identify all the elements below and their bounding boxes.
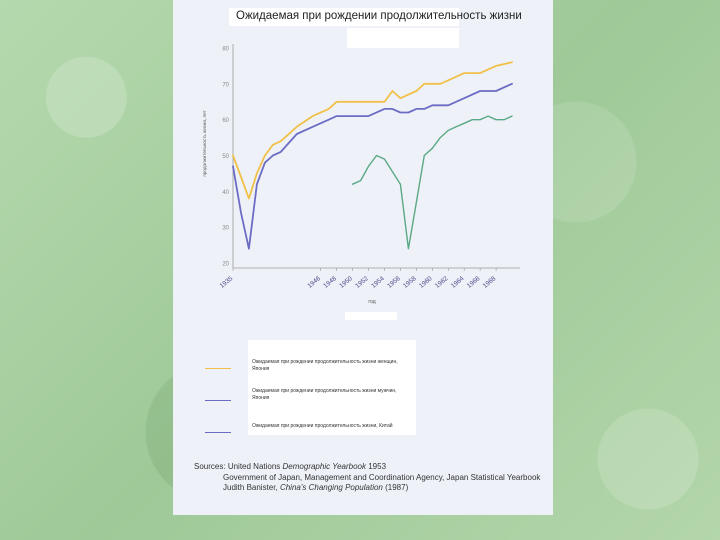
x-tick-label: 1966 — [466, 275, 482, 290]
chart-series — [232, 61, 513, 250]
legend — [248, 340, 416, 435]
x-tick-label: 1948 — [322, 275, 338, 290]
source-banister-year: (1987) — [385, 483, 409, 492]
x-tick-label: 1950 — [338, 275, 354, 290]
legend-label-japan-women: Ожидаемая при рождении продолжительность… — [252, 359, 398, 372]
y-tick-label: 80 — [222, 47, 229, 53]
chart-axes — [232, 44, 520, 271]
title-highlight-1 — [229, 8, 459, 26]
series-line-japan-women — [232, 61, 513, 200]
x-axis-label: год — [368, 299, 375, 305]
x-tick-label: 1958 — [402, 275, 418, 290]
y-tick-label: 70 — [222, 82, 229, 88]
source-un-year: 1953 — [368, 462, 387, 471]
xlabel-highlight — [345, 312, 397, 320]
y-tick-label: 40 — [222, 190, 229, 196]
legend-line-china — [205, 432, 231, 434]
title-highlight-2 — [347, 28, 459, 48]
x-tick-label: 1964 — [450, 275, 466, 290]
x-tick-label: 1962 — [434, 275, 450, 290]
y-tick-label: 20 — [222, 262, 229, 268]
y-tick-label: 60 — [222, 118, 229, 124]
source-un-title: Demographic Yearbook — [282, 462, 366, 471]
legend-label-japan-men: Ожидаемая при рождении продолжительность… — [252, 388, 397, 401]
series-line-china — [351, 115, 513, 250]
source-un: United Nations — [227, 462, 281, 471]
chart-title: Ожидаемая при рождении продолжительность… — [236, 10, 522, 22]
legend-line-japan-men — [205, 400, 231, 402]
y-axis-label: продолжительность жизни, лет — [202, 109, 207, 176]
sources-note: Sources: United Nations Demographic Year… — [194, 462, 540, 494]
y-tick-label: 50 — [222, 154, 229, 160]
source-japan-gov: Government of Japan, Management and Coor… — [223, 472, 541, 482]
x-tick-label: 1952 — [354, 275, 370, 290]
x-tick-label: 1935 — [219, 275, 235, 290]
source-banister: Judith Banister, — [223, 483, 278, 492]
source-banister-title: China's Changing Population — [279, 483, 383, 492]
legend-label-china: Ожидаемая при рождении продолжительность… — [252, 423, 393, 429]
x-tick-label: 1960 — [418, 275, 434, 290]
x-tick-label: 1956 — [386, 275, 402, 290]
series-line-japan-men — [232, 82, 513, 250]
y-tick-label: 30 — [222, 226, 229, 232]
x-tick-label: 1968 — [482, 275, 498, 290]
x-tick-label: 1954 — [370, 275, 386, 290]
legend-line-japan-women — [205, 368, 231, 370]
sources-prefix: Sources: — [194, 462, 226, 471]
x-tick-label: 1946 — [306, 275, 322, 290]
